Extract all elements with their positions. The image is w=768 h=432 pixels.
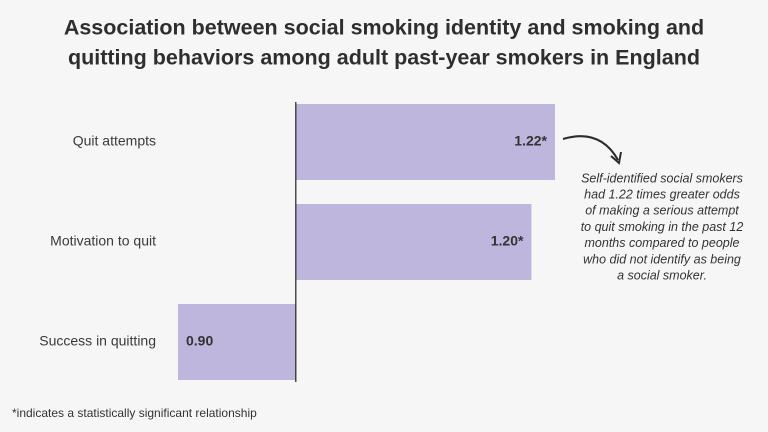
- annotation: to quit smoking in the past 12: [581, 220, 744, 234]
- annotation: months compared to people: [585, 236, 740, 250]
- value-label: 1.22*: [514, 133, 547, 149]
- bar: [295, 204, 532, 280]
- annotation: of making a serious attempt: [585, 204, 739, 218]
- annotation: had 1.22 times greater odds: [584, 187, 740, 201]
- value-label: 1.20*: [491, 233, 524, 249]
- bar: [178, 304, 296, 380]
- annotation-arrow: [562, 135, 619, 161]
- annotation: who did not identify as being: [583, 252, 741, 266]
- y-tick-label: Motivation to quit: [50, 233, 156, 249]
- chart-title: Association between social smoking ident…: [64, 16, 704, 40]
- annotation-arrowhead: [610, 151, 622, 165]
- annotation: Self-identified social smokers: [581, 171, 743, 185]
- chart-title: quitting behaviors among adult past-year…: [68, 46, 700, 70]
- y-tick-label: Success in quitting: [39, 333, 156, 349]
- annotation: a social smoker.: [617, 268, 707, 282]
- y-tick-label: Quit attempts: [73, 133, 156, 149]
- value-label: 0.90: [186, 333, 213, 349]
- footnote: *indicates a statistically significant r…: [12, 406, 257, 420]
- bar: [295, 104, 555, 180]
